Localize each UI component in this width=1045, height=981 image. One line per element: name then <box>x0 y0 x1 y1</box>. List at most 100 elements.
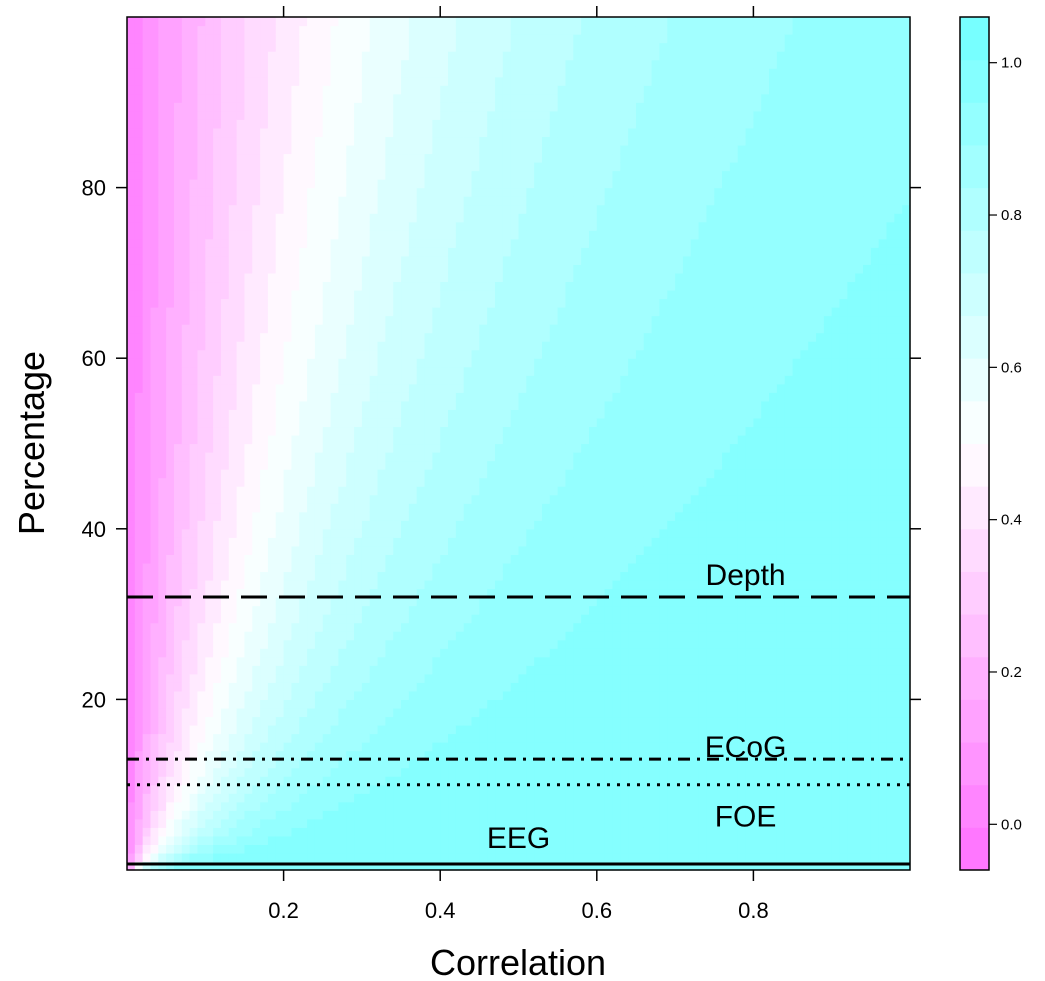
heatmap-cell <box>134 298 144 308</box>
heatmap-cell <box>275 426 285 436</box>
heatmap-cell <box>291 588 300 598</box>
heatmap-cell <box>487 119 496 129</box>
heatmap-cell <box>260 119 269 129</box>
heatmap-cell <box>283 281 293 291</box>
heatmap-cell <box>142 162 152 172</box>
heatmap-cell <box>463 153 473 163</box>
heatmap-cell <box>401 810 410 820</box>
heatmap-cell <box>377 42 386 52</box>
heatmap-cell <box>181 460 191 470</box>
heatmap-cell <box>236 358 246 368</box>
heatmap-cell <box>173 861 183 871</box>
heatmap-cell <box>291 341 300 351</box>
heatmap-cell <box>197 571 206 581</box>
heatmap-cell <box>424 835 433 846</box>
heatmap-cell <box>408 648 418 658</box>
heatmap-cell <box>181 673 191 683</box>
heatmap-cell <box>322 656 332 666</box>
heatmap-cell <box>408 110 418 120</box>
heatmap-cell <box>330 690 340 700</box>
heatmap-cell <box>134 520 144 530</box>
heatmap-cell <box>291 383 300 393</box>
heatmap-cell <box>502 34 512 44</box>
heatmap-cell <box>385 861 394 871</box>
heatmap-cell <box>322 127 332 138</box>
heatmap-cell <box>197 204 206 214</box>
heatmap-cell <box>502 562 512 573</box>
heatmap-cell <box>502 187 512 197</box>
heatmap-cell <box>213 579 222 590</box>
heatmap-cell <box>228 528 238 538</box>
heatmap-cell <box>495 605 504 615</box>
heatmap-cell <box>487 579 496 590</box>
heatmap-cell <box>401 767 410 777</box>
heatmap-cell <box>479 204 488 214</box>
heatmap-cell <box>346 554 355 564</box>
heatmap-cell <box>448 324 457 334</box>
heatmap-cell <box>260 511 269 521</box>
heatmap-cell <box>220 332 230 342</box>
heatmap-cell <box>440 801 449 811</box>
heatmap-cell <box>510 349 520 359</box>
heatmap-cell <box>189 230 199 240</box>
heatmap-cell <box>260 264 269 274</box>
heatmap-cell <box>416 452 426 462</box>
heatmap-cell <box>127 699 136 709</box>
heatmap-cell <box>291 528 300 538</box>
heatmap-cell <box>479 426 488 436</box>
heatmap-cell <box>134 289 144 300</box>
heatmap-cell <box>440 341 449 351</box>
heatmap-cell <box>408 85 418 95</box>
heatmap-cell <box>220 545 230 555</box>
heatmap-cell <box>401 776 410 786</box>
heatmap-cell <box>299 349 308 359</box>
heatmap-cell <box>424 852 433 863</box>
heatmap-cell <box>346 25 355 35</box>
heatmap-cell <box>338 136 347 146</box>
heatmap-cell <box>330 682 340 692</box>
heatmap-cell <box>424 631 433 641</box>
heatmap-cell <box>314 85 324 95</box>
heatmap-cell <box>142 648 152 658</box>
heatmap-cell <box>267 622 277 632</box>
heatmap-cell <box>158 307 167 317</box>
heatmap-cell <box>228 776 238 786</box>
heatmap-cell <box>236 17 246 27</box>
heatmap-cell <box>487 528 496 538</box>
heatmap-cell <box>260 588 269 598</box>
heatmap-cell <box>510 315 520 325</box>
heatmap-cell <box>197 733 206 743</box>
heatmap-cell <box>408 230 418 240</box>
heatmap-cell <box>416 196 426 206</box>
heatmap-cell <box>369 102 379 112</box>
heatmap-cell <box>228 119 238 129</box>
heatmap-cell <box>495 187 504 197</box>
heatmap-cell <box>127 724 136 735</box>
heatmap-cell <box>283 238 293 248</box>
heatmap-cell <box>244 767 253 777</box>
heatmap-cell <box>471 537 480 547</box>
heatmap-cell <box>416 221 426 231</box>
heatmap-cell <box>213 247 222 257</box>
heatmap-cell <box>377 452 386 462</box>
heatmap-cell <box>158 153 167 163</box>
heatmap-cell <box>408 656 418 666</box>
heatmap-cell <box>432 767 441 777</box>
heatmap-cell <box>275 656 285 666</box>
heatmap-cell <box>189 861 199 871</box>
heatmap-cell <box>361 34 371 44</box>
heatmap-cell <box>408 383 418 393</box>
heatmap-cell <box>127 452 136 462</box>
heatmap-cell <box>236 409 246 419</box>
heatmap-cell <box>252 835 261 846</box>
heatmap-cell <box>142 315 152 325</box>
heatmap-cell <box>354 264 363 274</box>
heatmap-cell <box>502 776 512 786</box>
heatmap-cell <box>322 366 332 376</box>
heatmap-cell <box>455 443 465 453</box>
heatmap-cell <box>369 597 379 607</box>
heatmap-cell <box>291 255 300 265</box>
heatmap-cell <box>134 434 144 445</box>
heatmap-cell <box>322 196 332 206</box>
heatmap-cell <box>510 639 520 649</box>
